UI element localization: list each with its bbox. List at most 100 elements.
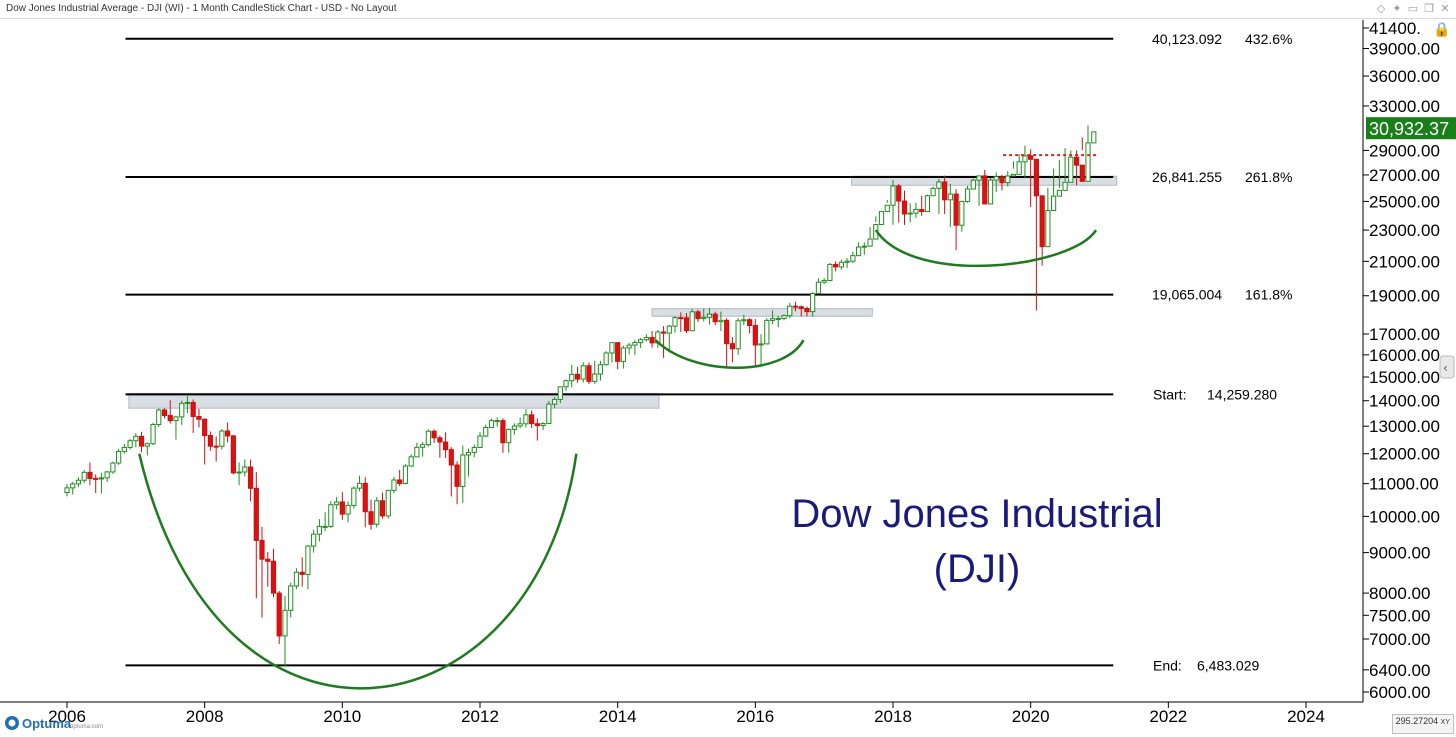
candle-159 <box>976 175 982 206</box>
fib-levels: 40,123.092 432.6% 26,841.255 261.8% 19,065.0… <box>125 31 1292 673</box>
candle-body <box>288 585 294 611</box>
candle-body <box>1045 210 1051 248</box>
level-value-3: 14,259.280 <box>1207 386 1277 402</box>
copy-icon[interactable]: ❐ <box>1424 3 1434 15</box>
candle-23 <box>196 408 202 428</box>
candle-177 <box>1079 137 1085 182</box>
candle-162 <box>993 172 999 192</box>
candle-body <box>959 200 965 226</box>
candle-60 <box>408 454 414 467</box>
candle-body <box>351 487 357 506</box>
candle-body <box>942 181 948 201</box>
candle-body <box>1010 173 1017 177</box>
candle-7 <box>104 470 110 483</box>
candle-body <box>293 571 300 587</box>
candle-body <box>695 311 701 320</box>
lock-icon-bg <box>1432 20 1446 36</box>
lock-icon: 🔒 <box>1433 22 1450 38</box>
diamond-icon[interactable]: ◇ <box>1376 3 1386 15</box>
candle-body <box>127 440 133 448</box>
candle-99 <box>632 340 638 355</box>
candle-body <box>374 500 380 525</box>
brand-logo: Optuma optuma.com <box>4 714 134 732</box>
candle-105 <box>666 324 672 353</box>
candle-body <box>523 414 529 425</box>
time-axis[interactable]: 2006 2008 2010 2012 2014 2016 2018 2020 2022 2024 <box>0 701 1363 726</box>
candle-body <box>844 260 850 263</box>
candle-body <box>890 185 896 206</box>
pin-icon[interactable]: ✦ <box>1392 3 1402 15</box>
candle-26 <box>213 436 219 462</box>
y-tick-label-1: 39000.00 <box>1369 40 1440 59</box>
candle-body <box>781 315 787 319</box>
candle-body <box>483 426 489 437</box>
candle-109 <box>689 308 695 332</box>
candle-77 <box>506 428 512 453</box>
candle-88 <box>569 364 575 388</box>
candle-124 <box>775 315 781 328</box>
candle-body <box>976 175 982 181</box>
candle-body <box>391 479 397 491</box>
y-tick-label-13: 14000.00 <box>1369 392 1440 411</box>
candle-38 <box>282 596 288 667</box>
x-tick-label-4: 2014 <box>599 707 637 726</box>
candle-127 <box>792 301 799 312</box>
y-tick-label-23: 6000.00 <box>1369 683 1430 702</box>
candle-126 <box>787 302 793 319</box>
candle-body <box>1028 155 1034 160</box>
candle-67 <box>448 447 454 497</box>
candle-168 <box>1028 149 1034 207</box>
candle-body <box>569 373 575 382</box>
candle-body <box>87 471 93 479</box>
y-tick-label-8: 21000.00 <box>1369 252 1440 271</box>
y-tick-label-6: 25000.00 <box>1369 192 1440 211</box>
candle-body <box>712 313 718 323</box>
candle-47 <box>334 497 340 510</box>
candle-9 <box>116 448 122 465</box>
candle-body <box>1068 156 1074 183</box>
candle-body <box>919 209 925 213</box>
candle-106 <box>672 316 678 333</box>
candle-135 <box>838 259 844 270</box>
candle-body <box>75 479 82 485</box>
annotation-line-2: (DJI) <box>934 547 1021 591</box>
candle-body <box>356 482 363 489</box>
window-icon[interactable]: ▭ <box>1407 3 1419 15</box>
candle-143 <box>884 200 890 213</box>
candle-body <box>322 525 328 528</box>
candle-55 <box>379 492 386 519</box>
cup-arc-0 <box>138 453 578 690</box>
candle-138 <box>855 242 862 257</box>
coordinates-value: 295.27204 <box>1395 716 1439 726</box>
candle-110 <box>695 309 701 323</box>
candle-137 <box>850 251 856 263</box>
candle-body <box>815 281 822 295</box>
candle-body <box>913 209 919 214</box>
candle-body <box>1073 156 1080 166</box>
close-icon[interactable]: ✕ <box>1440 3 1450 15</box>
candle-119 <box>747 318 753 334</box>
candle-136 <box>844 258 850 268</box>
candle-body <box>121 446 127 452</box>
candle-body <box>345 504 351 515</box>
candle-body <box>810 293 816 313</box>
candle-81 <box>529 410 535 429</box>
candle-body <box>477 435 483 449</box>
brand-url: optuma.com <box>70 724 103 730</box>
candle-139 <box>861 242 867 255</box>
candle-28 <box>224 422 231 443</box>
price-axis[interactable]: 41400. 39000.00 36000.00 33000.00 29000.00 27… <box>1362 19 1455 702</box>
candle-27 <box>219 429 225 450</box>
y-tick-label-0: 41400. <box>1369 19 1421 38</box>
candle-152 <box>936 178 942 215</box>
candle-141 <box>873 216 879 240</box>
level-pct-1: 261.8% <box>1245 169 1292 185</box>
candle-46 <box>328 501 334 528</box>
candle-50 <box>351 486 357 509</box>
y-tick-label-4: 29000.00 <box>1369 141 1440 160</box>
candle-147 <box>907 203 913 223</box>
candle-body <box>626 344 632 349</box>
candle-body <box>1091 131 1097 144</box>
candle-125 <box>781 314 787 321</box>
